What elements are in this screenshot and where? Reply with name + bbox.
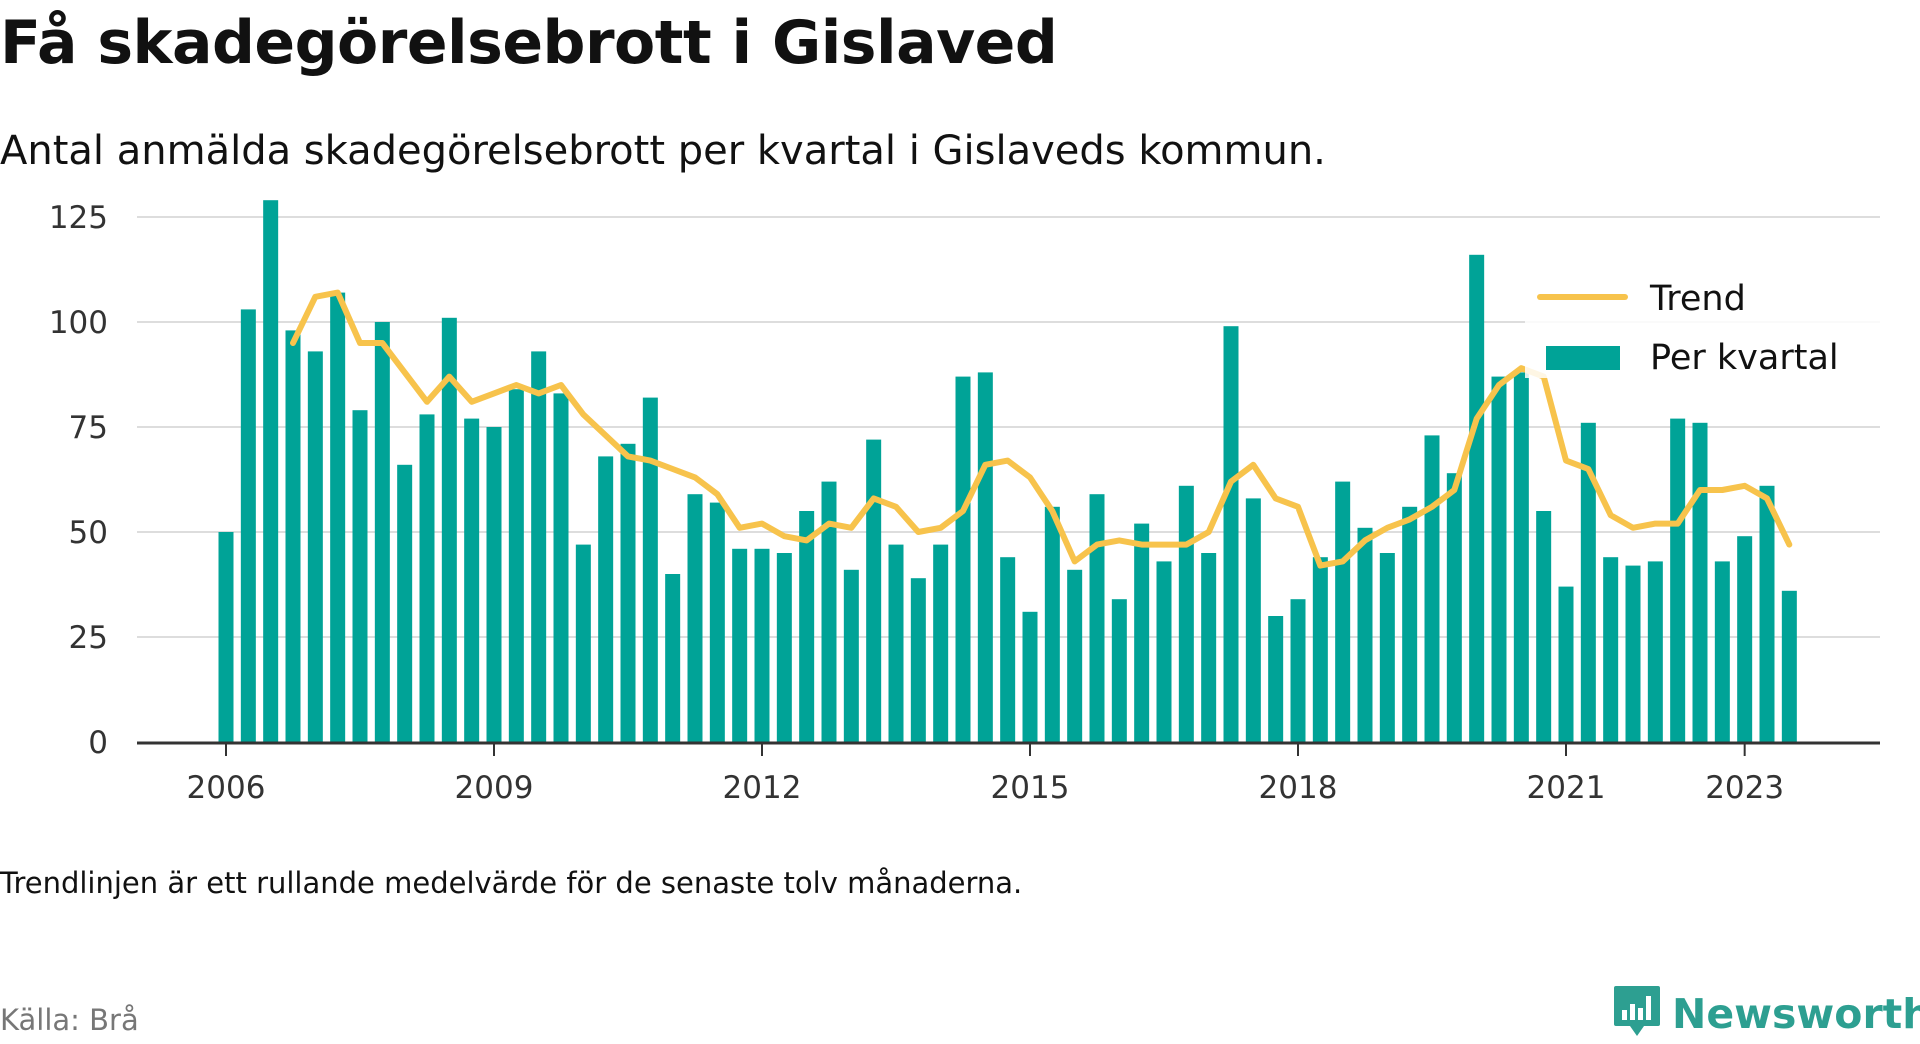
y-tick-label-100: 100: [49, 305, 108, 341]
bar-2011-Q2: [687, 494, 703, 742]
bar-2012-Q1: [754, 548, 770, 742]
bar-2020-Q4: [1536, 511, 1552, 742]
footnote: Trendlinjen är ett rullande medelvärde f…: [0, 866, 1023, 900]
bar-2014-Q4: [1000, 557, 1016, 742]
bar-2009-Q4: [553, 393, 569, 742]
bar-2023-Q1: [1737, 536, 1753, 742]
bar-2018-Q2: [1312, 557, 1328, 742]
bar-2013-Q3: [888, 544, 904, 742]
bar-2023-Q2: [1759, 485, 1775, 742]
bar-2007-Q2: [330, 292, 346, 742]
bar-2020-Q1: [1469, 254, 1485, 743]
bar-2020-Q2: [1491, 376, 1507, 742]
bar-2016-Q3: [1156, 561, 1172, 742]
bar-2022-Q3: [1692, 422, 1708, 742]
bar-2007-Q3: [352, 410, 368, 742]
brand-name: Newsworthy: [1672, 990, 1920, 1038]
legend-bar-swatch: [1546, 346, 1620, 370]
newsworthy-logo-icon: [1614, 986, 1660, 1036]
bar-2011-Q1: [665, 574, 681, 742]
bar-2015-Q4: [1089, 494, 1105, 742]
legend-bar-label: Per kvartal: [1650, 338, 1839, 378]
bar-2017-Q2: [1223, 326, 1239, 742]
bar-2012-Q3: [799, 511, 815, 742]
bar-2010-Q2: [598, 456, 614, 742]
bar-2006-Q3: [263, 200, 279, 742]
bar-2008-Q3: [441, 317, 457, 742]
bar-2018-Q4: [1357, 527, 1373, 742]
chart-title: Få skadegörelsebrott i Gislaved: [0, 8, 1058, 78]
y-tick-label-25: 25: [69, 620, 108, 656]
bar-2013-Q2: [866, 439, 882, 742]
bar-2017-Q1: [1201, 553, 1217, 742]
source-label: Källa: Brå: [0, 1003, 139, 1037]
bar-2008-Q1: [397, 464, 413, 742]
bar-2017-Q3: [1245, 498, 1261, 742]
bar-2016-Q2: [1134, 523, 1150, 742]
bar-2021-Q1: [1558, 586, 1574, 742]
bar-2019-Q1: [1379, 553, 1395, 742]
bar-2009-Q3: [531, 351, 547, 742]
legend-trend-label: Trend: [1649, 279, 1746, 319]
bar-2021-Q4: [1625, 565, 1641, 742]
bar-2020-Q3: [1513, 372, 1529, 742]
bar-2015-Q3: [1067, 569, 1083, 742]
x-tick-label-2015: 2015: [991, 770, 1070, 806]
bar-2015-Q1: [1022, 611, 1038, 742]
y-tick-label-125: 125: [49, 200, 108, 236]
bar-2012-Q2: [776, 553, 792, 742]
bar-2016-Q4: [1178, 485, 1194, 742]
bar-2021-Q3: [1603, 557, 1619, 742]
bar-2017-Q4: [1268, 616, 1284, 742]
bars-per-kvartal: [218, 200, 1797, 743]
bar-2019-Q3: [1424, 435, 1440, 742]
x-axis-ticks: 2006 2009 2012 2015 2018 2021 2023: [187, 744, 1784, 806]
x-tick-label-2006: 2006: [187, 770, 266, 806]
bar-2022-Q1: [1647, 561, 1663, 742]
bar-2018-Q3: [1335, 481, 1351, 742]
bar-2010-Q3: [620, 443, 636, 742]
bar-2019-Q2: [1402, 506, 1418, 742]
bar-2007-Q4: [374, 322, 390, 742]
bar-2012-Q4: [821, 481, 837, 742]
bar-2014-Q2: [955, 376, 971, 742]
x-tick-label-2009: 2009: [455, 770, 534, 806]
bar-2006-Q2: [240, 309, 256, 742]
bar-2016-Q1: [1111, 599, 1127, 742]
bar-2009-Q1: [486, 427, 502, 742]
bar-2008-Q4: [464, 418, 480, 742]
legend: Trend Per kvartal: [1525, 268, 1885, 378]
bar-2006-Q1: [218, 532, 234, 742]
bar-2018-Q1: [1290, 599, 1306, 742]
bar-2010-Q1: [575, 544, 591, 742]
bar-2009-Q2: [508, 389, 524, 742]
bar-2013-Q4: [910, 578, 926, 742]
bar-2014-Q1: [933, 544, 949, 742]
x-tick-label-2018: 2018: [1259, 770, 1338, 806]
chart-subtitle: Antal anmälda skadegörelsebrott per kvar…: [0, 128, 1326, 174]
bar-2010-Q4: [642, 397, 658, 742]
bar-2022-Q2: [1670, 418, 1686, 742]
y-axis-labels: 0 25 50 75 100 125: [49, 200, 108, 761]
y-tick-label-0: 0: [88, 725, 108, 761]
bar-2015-Q2: [1044, 506, 1060, 742]
bar-2022-Q4: [1714, 561, 1730, 742]
bar-2019-Q4: [1446, 473, 1462, 742]
x-tick-label-2021: 2021: [1527, 770, 1606, 806]
bar-2014-Q3: [977, 372, 993, 742]
bar-2021-Q2: [1580, 422, 1596, 742]
x-tick-label-2012: 2012: [723, 770, 802, 806]
bar-2013-Q1: [843, 569, 859, 742]
y-tick-label-50: 50: [69, 515, 108, 551]
bar-2007-Q1: [307, 351, 323, 742]
bar-2011-Q3: [709, 502, 725, 742]
brand-logo[interactable]: Newsworthy: [1612, 984, 1920, 1044]
bar-2008-Q2: [419, 414, 435, 742]
x-tick-label-2023: 2023: [1705, 770, 1784, 806]
y-tick-label-75: 75: [69, 410, 108, 446]
bar-2023-Q3: [1781, 590, 1797, 742]
bar-2006-Q4: [285, 330, 301, 742]
bar-2011-Q4: [732, 548, 748, 742]
